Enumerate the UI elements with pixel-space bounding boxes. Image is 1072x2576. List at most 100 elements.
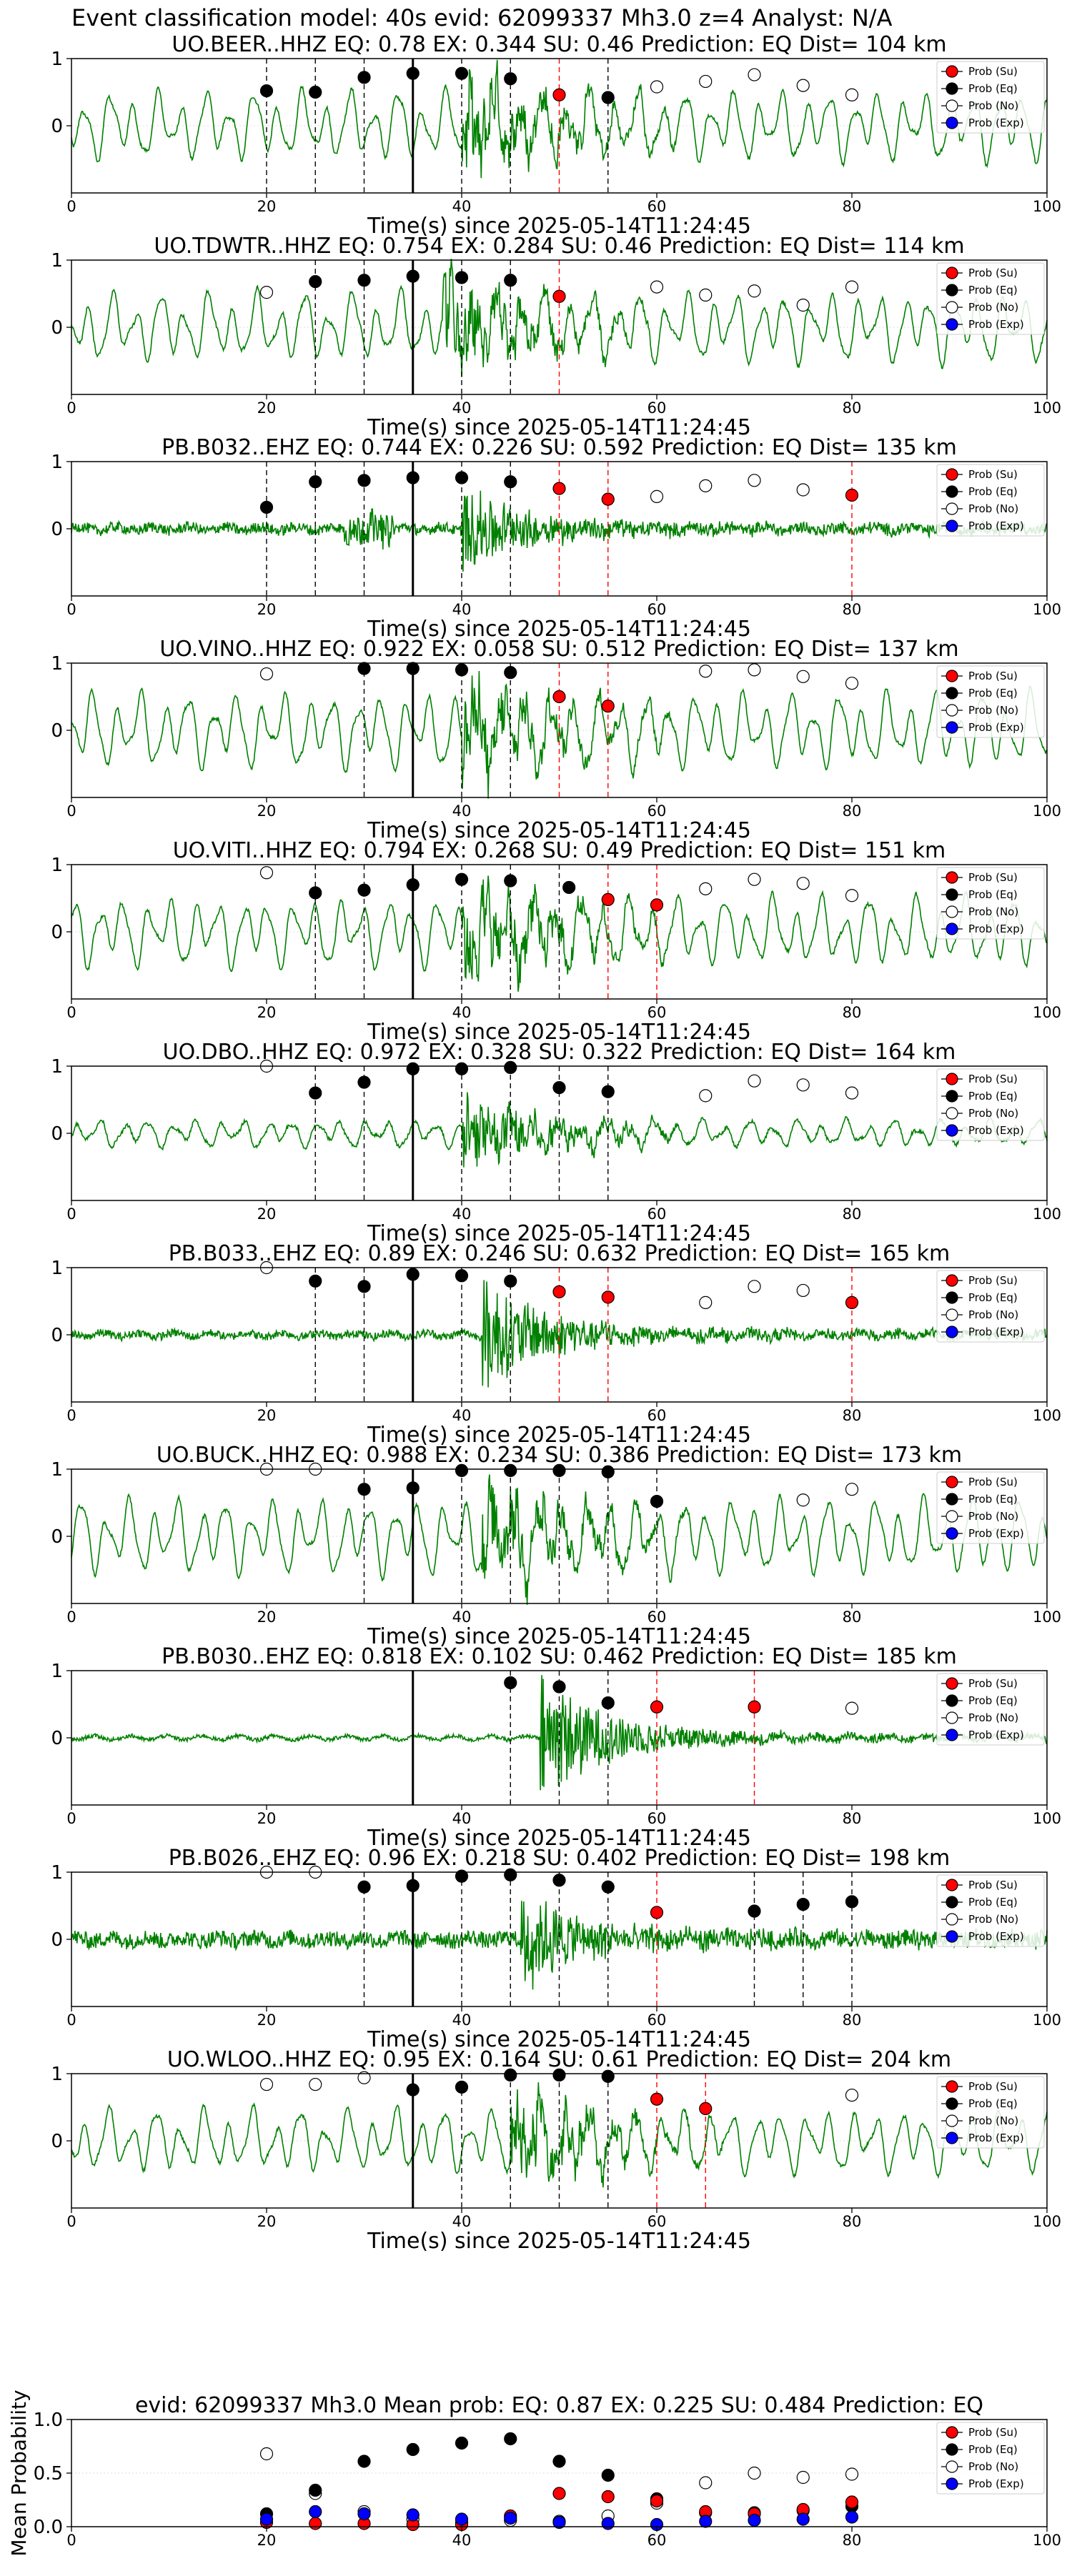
data-point-probsu [601, 2490, 615, 2504]
y-tick-label: 1 [51, 2064, 63, 2085]
x-tick-label: 0 [66, 802, 76, 820]
legend-label: Prob (Eq) [968, 888, 1018, 901]
x-tick-label: 40 [452, 198, 472, 215]
data-point-probsu [748, 1700, 761, 1714]
legend-label: Prob (Su) [968, 1476, 1018, 1488]
data-point-probexp [309, 2505, 322, 2519]
legend-label: Prob (Exp) [968, 2132, 1024, 2144]
data-point-probno [748, 474, 761, 487]
y-tick-label: 0 [51, 2131, 63, 2152]
data-point-probeq [357, 71, 371, 84]
y-tick-label: 0 [51, 1325, 63, 1346]
data-point-probsu [699, 2102, 713, 2115]
x-tick-label: 40 [452, 1407, 472, 1424]
data-point-probexp [357, 2507, 371, 2521]
data-point-probeq [562, 880, 576, 895]
x-tick-label: 100 [1033, 1004, 1061, 1021]
data-point-probeq [455, 471, 469, 484]
legend-label: Prob (No) [968, 1711, 1018, 1724]
x-tick-label: 100 [1033, 1407, 1061, 1424]
x-tick-label: 100 [1033, 1205, 1061, 1223]
data-point-probeq [357, 1075, 371, 1089]
x-tick-label: 20 [257, 802, 277, 820]
legend-label: Prob (Exp) [968, 2477, 1024, 2490]
legend-marker [946, 502, 958, 515]
x-tick-label: 80 [843, 2011, 862, 2029]
x-axis-label: Time(s) since 2025-05-14T11:24:45 [367, 2229, 751, 2254]
legend-label: Prob (Su) [968, 2426, 1018, 2439]
legend-box [936, 262, 1045, 335]
legend-label: Prob (Su) [968, 1073, 1018, 1085]
x-tick-label: 100 [1033, 601, 1061, 618]
subplot-3: UO.VINO..HHZ EQ: 0.922 EX: 0.058 SU: 0.5… [51, 637, 1061, 843]
data-point-probno [796, 670, 810, 683]
legend-label: Prob (No) [968, 1308, 1018, 1321]
x-axis-label: Time(s) since 2025-05-14T11:24:45 [367, 1020, 751, 1045]
data-point-probno [748, 663, 761, 677]
data-point-probeq [796, 1898, 810, 1911]
data-point-probeq [406, 269, 420, 283]
legend-marker [946, 1493, 958, 1506]
data-point-probeq [601, 1465, 615, 1478]
data-point-probeq [455, 1062, 469, 1075]
data-point-probno [796, 298, 810, 312]
data-point-probsu [650, 1700, 664, 1714]
legend-marker [946, 1073, 958, 1085]
data-point-probexp [845, 2510, 859, 2524]
legend-marker [946, 687, 958, 700]
x-tick-label: 40 [452, 2213, 472, 2230]
legend-label: Prob (No) [968, 99, 1018, 112]
data-point-probeq [455, 2080, 469, 2094]
data-point-probeq [455, 271, 469, 284]
data-point-probsu [552, 2487, 566, 2500]
data-point-probno [357, 2071, 371, 2084]
legend-marker [946, 99, 958, 112]
data-point-probeq [504, 1274, 517, 1288]
data-point-probno [748, 2466, 761, 2480]
data-point-probno [699, 665, 713, 678]
data-point-probsu [845, 1296, 859, 1309]
legend-label: Prob (Su) [968, 1274, 1018, 1287]
data-point-probeq [455, 1463, 469, 1477]
x-tick-label: 0 [66, 601, 76, 618]
subplot-11: evid: 62099337 Mh3.0 Mean prob: EQ: 0.87… [7, 2389, 1061, 2556]
data-point-probsu [601, 1291, 615, 1304]
data-point-probeq [504, 274, 517, 287]
legend-marker [946, 116, 958, 129]
legend-marker [946, 1527, 958, 1540]
data-point-probno [259, 2077, 274, 2092]
data-point-probsu [552, 1285, 566, 1298]
data-point-probeq [504, 874, 517, 887]
data-point-probsu [552, 690, 566, 704]
data-point-probno [748, 1280, 761, 1293]
legend-label: Prob (Exp) [968, 1326, 1024, 1338]
data-point-probno [259, 866, 274, 880]
data-point-probexp [796, 2512, 810, 2526]
legend-marker [946, 1930, 958, 1943]
data-point-probeq [357, 662, 371, 675]
data-point-probeq [504, 2432, 517, 2446]
legend-marker [946, 2114, 958, 2127]
data-point-probeq [309, 1274, 322, 1288]
legend-label: Prob (Eq) [968, 1090, 1018, 1103]
data-point-probno [845, 677, 859, 690]
data-point-probeq [406, 66, 420, 80]
data-point-probsu [650, 2092, 664, 2106]
x-tick-label: 0 [66, 1407, 76, 1424]
data-point-probeq [406, 1481, 420, 1495]
data-point-probeq [552, 1874, 566, 1887]
data-point-probno [699, 1089, 713, 1103]
x-tick-label: 0 [66, 1810, 76, 1827]
legend-marker [946, 267, 958, 279]
data-point-probno [796, 877, 810, 890]
legend-marker [946, 905, 958, 918]
data-point-probexp [748, 2513, 761, 2527]
data-point-probeq [406, 2083, 420, 2097]
subplot-2: PB.B032..EHZ EQ: 0.744 EX: 0.226 SU: 0.5… [51, 435, 1061, 642]
subplot-title: evid: 62099337 Mh3.0 Mean prob: EQ: 0.87… [135, 2393, 983, 2418]
data-point-probeq [406, 662, 420, 675]
y-tick-label: 1.0 [34, 2410, 63, 2431]
data-point-probno [259, 2447, 274, 2461]
legend-label: Prob (No) [968, 905, 1018, 918]
data-point-probeq [309, 886, 322, 900]
